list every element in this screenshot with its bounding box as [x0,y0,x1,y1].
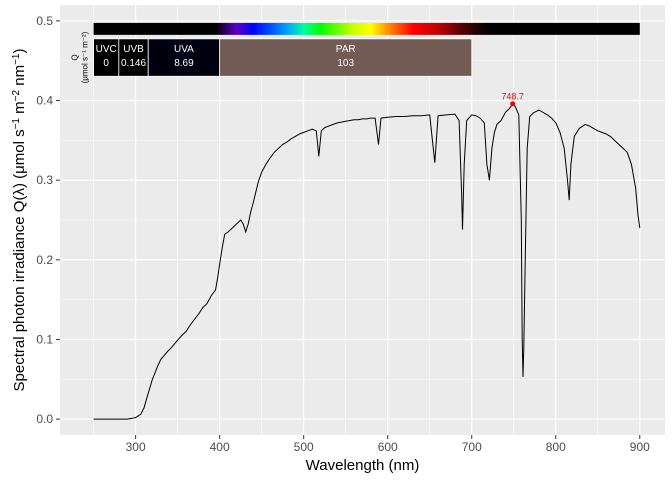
y-tick-label: 0.3 [36,173,53,187]
spectrum-color-bar [93,22,640,35]
band-value: 8.69 [174,58,194,69]
peak-point [510,101,516,107]
y-tick-label: 0.1 [36,332,53,346]
band-box [219,38,473,77]
band-value: 0.146 [121,58,146,69]
y-axis-title-mid: m [11,101,28,118]
x-axis-title: Wavelength (nm) [306,457,420,474]
y-axis-title-exp1: −1 [11,118,22,130]
band-box [118,38,149,77]
q-label-main: Q [71,54,80,60]
y-axis-title-exp2: −2 [11,89,22,101]
band-value: 103 [337,58,354,69]
band-value: 0 [103,58,109,69]
band-box [93,38,120,77]
y-axis-title-exp3: −1 [11,53,22,65]
q-label: Q (μmol s⁻¹ m⁻²) [71,31,90,83]
y-axis-title-close: ) [11,49,28,54]
waveband-boxes: UVC 0 UVB 0.146 UVA 8.69 PAR 103 [93,38,473,77]
y-axis-ticks: 0.0 0.1 0.2 0.3 0.4 0.5 [36,14,60,426]
y-axis-title: Spectral photon irradiance Q(λ) (μmol s−… [11,49,29,392]
y-axis-title-mid2: nm [11,65,28,90]
x-tick-label: 700 [462,440,482,454]
y-tick-label: 0.0 [36,412,53,426]
y-tick-label: 0.2 [36,253,53,267]
series-line [93,102,641,420]
x-tick-label: 500 [294,440,314,454]
x-axis-ticks: 300 400 500 600 700 800 900 [126,435,650,454]
band-box [147,38,221,77]
y-tick-label: 0.5 [36,14,53,28]
q-label-units: (μmol s⁻¹ m⁻²) [81,31,90,83]
x-tick-label: 400 [210,440,230,454]
peak-label: 748.7 [501,92,524,102]
x-tick-label: 300 [126,440,146,454]
x-tick-label: 600 [378,440,398,454]
x-tick-label: 800 [546,440,566,454]
band-name: UVA [174,44,194,55]
x-tick-label: 900 [630,440,650,454]
band-name: UVC [96,44,117,55]
band-name: UVB [123,44,144,55]
y-axis-title-main: Spectral photon irradiance Q(λ) (μmol s [11,129,28,391]
band-name: PAR [336,44,356,55]
y-tick-label: 0.4 [36,94,53,108]
